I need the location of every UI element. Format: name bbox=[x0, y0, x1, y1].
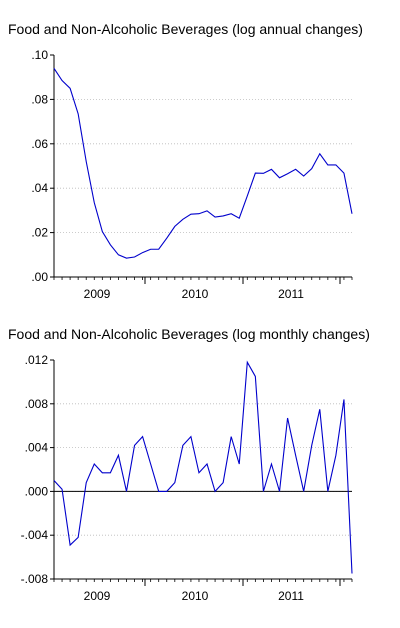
monthly-changes-chart: -.008 -.004 .000 .004 .008 .012 2009 2010 2011 bbox=[21, 353, 353, 603]
y-tick-label: .00 bbox=[31, 270, 48, 284]
x-tick-label: 2009 bbox=[84, 287, 111, 301]
y-tick-label: .10 bbox=[31, 48, 48, 62]
y-tick-label: .012 bbox=[25, 353, 49, 367]
y-tick-label: -.004 bbox=[21, 528, 49, 542]
y-tick-label: .000 bbox=[25, 484, 49, 498]
y-tick-label: .08 bbox=[31, 92, 48, 106]
x-tick-label: 2010 bbox=[182, 287, 209, 301]
series-line bbox=[53, 68, 353, 259]
y-tick-label: .06 bbox=[31, 137, 48, 151]
chart-title-annual: Food and Non-Alcoholic Beverages (log an… bbox=[8, 21, 363, 37]
x-tick-label: 2011 bbox=[278, 287, 304, 301]
y-tick-label: -.008 bbox=[21, 572, 49, 586]
y-tick-label: .04 bbox=[31, 181, 48, 195]
x-tick-label: 2011 bbox=[278, 589, 304, 603]
annual-changes-chart: .00 .02 .04 .06 .08 .10 2009 2010 2011 bbox=[31, 48, 353, 301]
y-tick-label: .02 bbox=[31, 226, 48, 240]
x-tick-label: 2010 bbox=[182, 589, 209, 603]
y-tick-label: .004 bbox=[25, 441, 49, 455]
x-tick-label: 2009 bbox=[84, 589, 111, 603]
y-tick-label: .008 bbox=[25, 397, 49, 411]
series-line bbox=[53, 360, 353, 574]
chart-title-monthly: Food and Non-Alcoholic Beverages (log mo… bbox=[8, 326, 370, 342]
